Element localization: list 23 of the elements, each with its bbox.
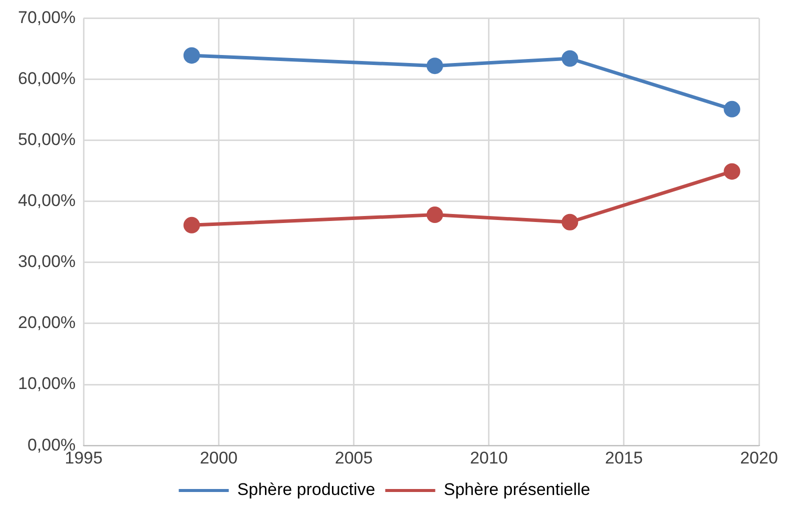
y-tick-label: 0,00%	[27, 435, 76, 454]
y-tick-label: 10,00%	[18, 374, 76, 394]
point	[724, 163, 740, 180]
y-tick-label: 20,00%	[18, 313, 76, 332]
x-tick-label: 2010	[470, 448, 508, 468]
point	[562, 50, 578, 67]
point	[426, 206, 444, 224]
point	[183, 47, 200, 64]
y-tick-label: 40,00%	[18, 191, 76, 210]
y-tick-label: 50,00%	[18, 130, 76, 149]
y-tick-label: 60,00%	[18, 68, 76, 88]
legend-label: Sphère productive	[237, 480, 376, 500]
x-tick-label: 2020	[740, 448, 778, 468]
point	[724, 100, 740, 118]
y-tick-label: 70,00%	[18, 8, 76, 27]
legend-label: Sphère présentielle	[444, 480, 590, 500]
point	[426, 58, 444, 74]
point	[183, 216, 200, 234]
x-tick-label: 2005	[334, 448, 373, 468]
point	[562, 214, 578, 230]
x-tick-label: 2000	[200, 448, 238, 468]
x-tick-label: 2015	[605, 448, 643, 468]
y-tick-label: 30,00%	[18, 252, 76, 272]
